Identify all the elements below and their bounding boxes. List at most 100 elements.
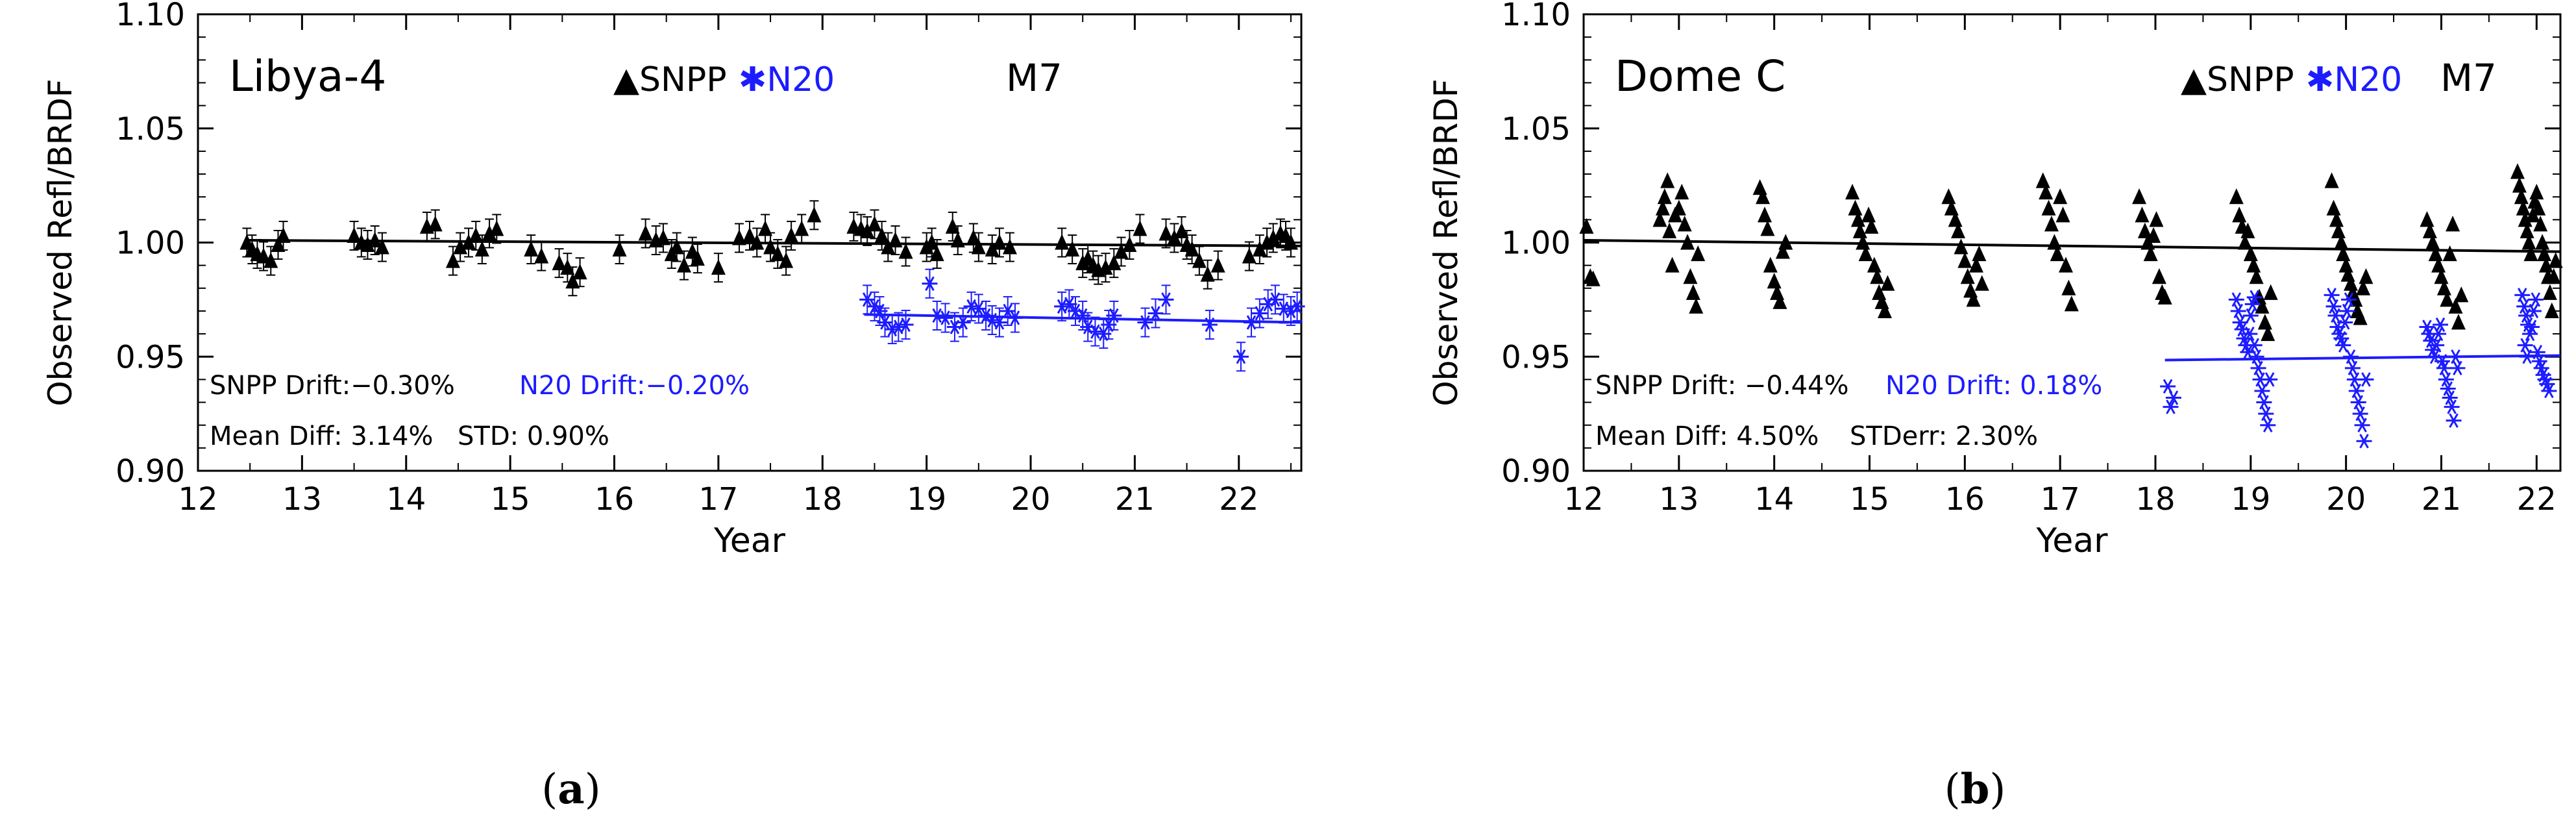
caption-letter: b [1961, 765, 1990, 814]
n20-point [1147, 306, 1164, 321]
snpp-point [985, 240, 1000, 257]
n20-point [2444, 399, 2460, 414]
site-label: Libya-4 [229, 51, 386, 101]
snpp-point [256, 247, 271, 264]
caption-open-paren: ( [541, 766, 558, 814]
x-tick-label: 14 [386, 481, 426, 518]
snpp-point [2132, 188, 2147, 205]
snpp-point [2334, 234, 2349, 250]
snpp-point [2240, 222, 2255, 238]
snpp-point [1665, 257, 1680, 273]
snpp-point [2454, 286, 2469, 303]
n20-point [1244, 315, 1260, 330]
n20-point [2519, 349, 2535, 364]
snpp-point [860, 222, 875, 238]
std-annotation: STD: 0.90% [458, 421, 609, 451]
snpp-point [1065, 240, 1080, 257]
x-tick-label: 18 [2135, 481, 2175, 518]
snpp-point [1002, 238, 1017, 255]
n20-point [2529, 345, 2545, 360]
snpp-point [474, 240, 489, 257]
n20-point [1158, 292, 1174, 307]
snpp-point [2039, 183, 2054, 200]
n20-point [2514, 288, 2531, 303]
snpp-point [1757, 206, 1772, 223]
snpp-point [347, 227, 362, 243]
snpp-point [2243, 245, 2258, 262]
snpp-point [565, 273, 580, 289]
n20-point [2436, 360, 2452, 376]
legend-symbol-snpp: ▲ [613, 60, 639, 99]
snpp-point [534, 247, 549, 264]
caption-close-paren: ) [585, 766, 601, 814]
snpp-point [2359, 268, 2374, 284]
snpp-point [2440, 291, 2455, 307]
n20-point [1267, 292, 1283, 307]
x-axis-label: Year [2035, 521, 2108, 560]
n20-drift-annotation: N20 Drift: 0.18% [1885, 371, 2102, 401]
n20-point [877, 315, 893, 330]
n20-point [1201, 317, 1218, 332]
y-tick-label: 1.10 [116, 0, 185, 33]
snpp-point [453, 238, 468, 255]
snpp-point [669, 238, 684, 255]
snpp-point [1763, 257, 1778, 273]
n20-point [2258, 406, 2274, 421]
snpp-point [2442, 245, 2457, 262]
x-tick-label: 20 [1011, 481, 1050, 518]
x-tick-label: 17 [2041, 481, 2080, 518]
series-n20 [2160, 288, 2561, 449]
snpp-point [867, 216, 882, 232]
snpp-point [1974, 275, 1989, 291]
snpp-point [469, 227, 484, 243]
mean-diff-annotation: Mean Diff: 3.14% [210, 421, 433, 451]
snpp-point [1579, 218, 1594, 234]
snpp-point [1677, 216, 1692, 232]
snpp-point [374, 238, 389, 255]
snpp-point [2329, 211, 2344, 227]
caption-letter: a [558, 765, 584, 814]
snpp-point [1657, 188, 1672, 205]
n20-point [2431, 326, 2447, 342]
snpp-point [1266, 229, 1281, 245]
n20-point [955, 315, 971, 330]
n20-point [2438, 372, 2454, 387]
n20-point [2446, 413, 2462, 428]
snpp-point [1660, 172, 1675, 188]
snpp-point [676, 257, 691, 273]
n20-point [2352, 406, 2368, 421]
snpp-point [874, 227, 889, 243]
snpp-point [2425, 234, 2440, 250]
y-axis-label: Observed Refl/BRDF [42, 79, 79, 406]
n20-point [2344, 360, 2361, 376]
snpp-point [992, 234, 1007, 250]
snpp-point [524, 240, 539, 257]
band-label: M7 [2440, 56, 2497, 100]
n20-trend-line [2165, 354, 2561, 362]
snpp-point [1850, 211, 1865, 227]
n20-point [2449, 360, 2466, 376]
n20-point [859, 292, 876, 307]
snpp-point [1184, 240, 1199, 257]
snpp-point [1778, 234, 1793, 250]
snpp-point [945, 218, 960, 234]
y-tick-label: 0.90 [116, 453, 185, 490]
legend-label-snpp: SNPP [639, 60, 727, 99]
snpp-point [770, 245, 785, 262]
snpp-point [2146, 227, 2161, 243]
snpp-point [758, 220, 773, 236]
snpp-point [2343, 275, 2358, 291]
snpp-point [2152, 268, 2166, 284]
panel-caption: (a) [541, 765, 600, 814]
snpp-point [461, 234, 476, 250]
snpp-point [1848, 199, 1863, 216]
snpp-point [2055, 206, 2070, 223]
snpp-point [2448, 297, 2463, 314]
snpp-point [1756, 188, 1771, 205]
n20-drift-annotation: N20 Drift:−0.20% [519, 371, 750, 401]
snpp-point [1683, 268, 1698, 284]
snpp-point [1242, 247, 1257, 264]
n20-point [929, 308, 945, 323]
snpp-point [1969, 257, 1983, 273]
